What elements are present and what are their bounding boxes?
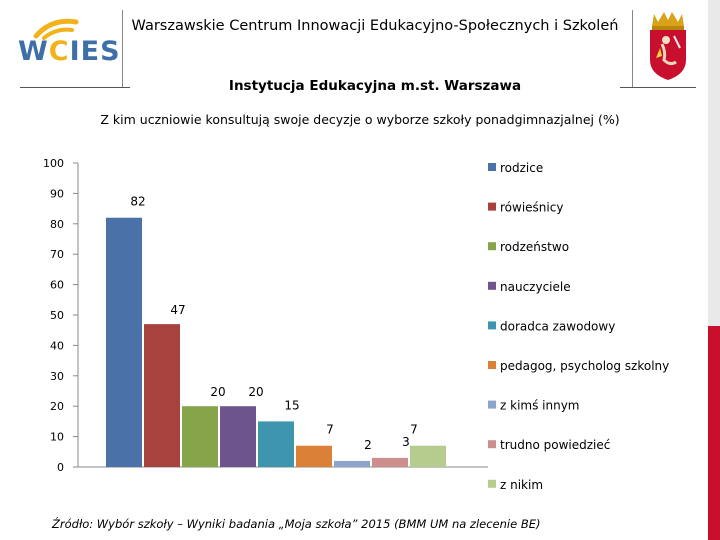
legend-swatch-3 bbox=[488, 281, 496, 290]
logo-letter-w: W bbox=[18, 36, 49, 67]
legend-swatch-8 bbox=[488, 479, 496, 488]
data-label-8: 7 bbox=[410, 423, 418, 437]
wcies-logo: WCIES bbox=[18, 14, 120, 72]
data-label-3: 20 bbox=[248, 385, 263, 399]
bar-5 bbox=[296, 445, 332, 467]
data-label-6: 2 bbox=[364, 438, 372, 452]
legend-label-7: trudno powiedzieć bbox=[500, 438, 610, 452]
legend-swatch-7 bbox=[488, 440, 496, 449]
data-label-7: 3 bbox=[402, 435, 410, 449]
y-tick-label: 0 bbox=[57, 461, 64, 474]
legend-label-0: rodzice bbox=[500, 161, 543, 175]
bar-4 bbox=[258, 421, 294, 467]
side-accent-gray bbox=[708, 0, 720, 326]
legend-swatch-2 bbox=[488, 242, 496, 251]
bar-7 bbox=[372, 457, 408, 467]
y-tick-label: 70 bbox=[50, 248, 64, 261]
y-tick-label: 60 bbox=[50, 279, 64, 292]
legend-label-1: rówieśnicy bbox=[500, 201, 563, 215]
legend-label-6: z kimś innym bbox=[500, 399, 580, 413]
organization-subtitle: Instytucja Edukacyjna m.st. Warszawa bbox=[130, 78, 620, 94]
bars bbox=[106, 217, 446, 467]
chart-title: Z kim uczniowie konsultują swoje decyzje… bbox=[100, 112, 620, 127]
bar-8 bbox=[410, 445, 446, 467]
legend-swatch-6 bbox=[488, 400, 496, 409]
y-tick-label: 90 bbox=[50, 187, 64, 200]
y-tick-label: 40 bbox=[50, 339, 64, 352]
organization-title: Warszawskie Centrum Innowacji Edukacyjno… bbox=[131, 18, 619, 34]
legend-label-5: pedagog, psycholog szkolny bbox=[500, 359, 669, 373]
data-label-4: 15 bbox=[284, 398, 299, 412]
y-tick-label: 20 bbox=[50, 400, 64, 413]
legend-label-4: doradca zawodowy bbox=[500, 319, 615, 333]
y-tick-label: 30 bbox=[50, 370, 64, 383]
legend-swatch-0 bbox=[488, 163, 496, 171]
legend-swatch-5 bbox=[488, 361, 496, 369]
warsaw-coat-of-arms-icon bbox=[650, 12, 686, 80]
bar-2 bbox=[182, 406, 218, 467]
bar-0 bbox=[106, 217, 142, 467]
bar-1 bbox=[144, 324, 180, 467]
wifi-arcs-icon bbox=[33, 18, 79, 40]
header-divider-left bbox=[122, 10, 123, 88]
logo-letter-c: C bbox=[48, 36, 70, 67]
source-note: Źródło: Wybór szkoły – Wyniki badania „M… bbox=[52, 517, 541, 531]
legend: rodzice rówieśnicy rodzeństwo nauczyciele do… bbox=[488, 161, 669, 492]
legend-label-8: z nikim bbox=[500, 478, 543, 492]
data-label-5: 7 bbox=[326, 423, 334, 437]
y-axis: 0 10 20 30 40 50 60 70 80 90 100 bbox=[43, 157, 488, 474]
logo-wordmark: WCIES bbox=[18, 36, 121, 67]
bar-3 bbox=[220, 406, 256, 467]
bar-6 bbox=[334, 460, 370, 467]
legend-swatch-4 bbox=[488, 321, 496, 330]
legend-label-2: rodzeństwo bbox=[500, 240, 569, 254]
data-label-1: 47 bbox=[170, 303, 185, 317]
logo-letters-ies: IES bbox=[69, 36, 121, 67]
y-tick-label: 50 bbox=[50, 309, 64, 322]
header-divider-right bbox=[632, 10, 633, 88]
y-tick-label: 100 bbox=[43, 157, 64, 170]
data-label-0: 82 bbox=[130, 195, 145, 209]
side-accent-red bbox=[708, 326, 720, 540]
y-tick-label: 10 bbox=[50, 431, 64, 444]
data-label-2: 20 bbox=[210, 385, 225, 399]
legend-label-3: nauczyciele bbox=[500, 280, 571, 294]
header: WCIES Warszawskie Centrum Innowacji Eduk… bbox=[0, 0, 720, 100]
y-tick-label: 80 bbox=[50, 218, 64, 231]
legend-swatch-1 bbox=[488, 202, 496, 211]
